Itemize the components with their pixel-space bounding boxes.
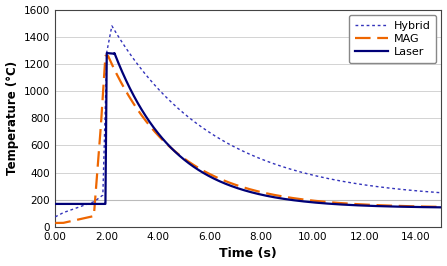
Line: MAG: MAG (55, 56, 442, 223)
Legend: Hybrid, MAG, Laser: Hybrid, MAG, Laser (349, 15, 436, 63)
MAG (341, 202, 346, 205)
Laser (370, 204, 375, 207)
Hybrid (53, 215, 58, 218)
Hybrid (370, 184, 375, 188)
MAG (123, 89, 128, 92)
MAG (439, 205, 444, 209)
Laser (53, 202, 58, 206)
Laser (439, 206, 444, 209)
Hybrid (439, 191, 444, 194)
Line: Hybrid: Hybrid (55, 26, 442, 217)
Hybrid (123, 46, 128, 49)
Laser (200, 171, 206, 174)
Line: Laser: Laser (55, 53, 442, 207)
MAG (304, 198, 309, 201)
MAG (284, 196, 290, 199)
Laser (284, 198, 290, 201)
Laser (304, 200, 309, 203)
Laser (104, 51, 110, 55)
Hybrid (304, 172, 309, 175)
Laser (341, 203, 346, 206)
Hybrid (284, 167, 290, 170)
Hybrid (341, 180, 346, 183)
Y-axis label: Temperature (°C): Temperature (°C) (5, 61, 19, 175)
Laser (123, 77, 128, 81)
MAG (53, 221, 58, 225)
X-axis label: Time (s): Time (s) (219, 247, 277, 260)
Hybrid (109, 24, 114, 28)
MAG (103, 54, 108, 57)
MAG (200, 169, 206, 172)
Hybrid (200, 126, 206, 130)
MAG (370, 203, 375, 206)
